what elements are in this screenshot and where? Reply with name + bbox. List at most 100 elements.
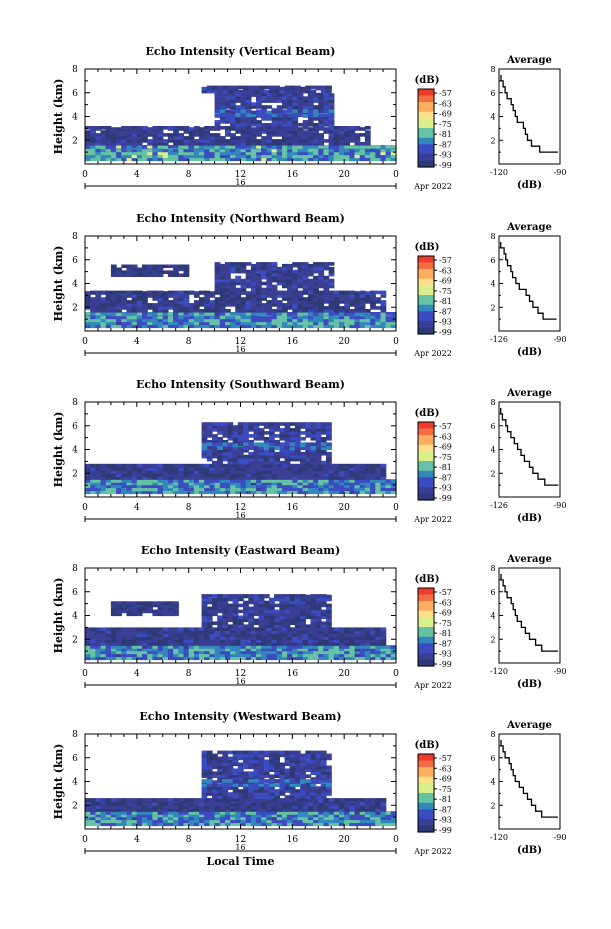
colorbar-swatch xyxy=(418,610,434,615)
heatmap-cell xyxy=(263,460,270,465)
heatmap-cell xyxy=(206,431,213,435)
heatmap-cell xyxy=(152,633,159,637)
heatmap-cell xyxy=(302,479,309,483)
heatmap-cell xyxy=(100,303,107,307)
heatmap-cell xyxy=(240,819,247,824)
y-tick-label: 8 xyxy=(72,65,78,75)
heatmap-cell xyxy=(142,476,148,480)
heatmap-cell xyxy=(193,481,200,486)
heatmap-cell xyxy=(292,822,299,827)
heatmap-cell xyxy=(219,145,226,149)
heatmap-cell xyxy=(282,92,288,97)
heatmap-cell xyxy=(219,300,226,304)
heatmap-cell xyxy=(222,624,229,628)
heatmap-cell xyxy=(302,627,309,631)
heatmap-cell xyxy=(105,647,112,652)
heatmap-cell xyxy=(292,275,299,280)
heatmap-cell xyxy=(292,487,299,492)
heatmap-cell xyxy=(173,136,179,140)
heatmap-cell xyxy=(326,431,332,435)
heatmap-cell xyxy=(222,615,229,620)
heatmap-cell xyxy=(142,487,148,492)
colorbar-swatch xyxy=(418,659,434,664)
heatmap-cell xyxy=(339,647,345,652)
heatmap-cell xyxy=(250,290,257,295)
heatmap-cell xyxy=(274,446,280,451)
heatmap-cell xyxy=(240,633,247,637)
heatmap-cell xyxy=(212,89,218,94)
heatmap-cell xyxy=(282,476,288,480)
heatmap-cell xyxy=(110,463,117,468)
heatmap-cell xyxy=(147,467,153,471)
heatmap-cell xyxy=(110,819,117,824)
heatmap-cell xyxy=(222,621,229,625)
heatmap-cell xyxy=(131,481,138,486)
heatmap-cell xyxy=(302,139,309,143)
heatmap-cell xyxy=(328,284,335,289)
heatmap-cell xyxy=(167,612,174,617)
heatmap-cell xyxy=(370,315,376,320)
heatmap-cell xyxy=(326,624,332,628)
heatmap-cell xyxy=(222,428,229,432)
heatmap-cell xyxy=(142,650,148,655)
heatmap-cell xyxy=(302,130,309,134)
heatmap-cell xyxy=(344,130,350,134)
heatmap-cell xyxy=(183,154,190,159)
heatmap-cell xyxy=(279,621,286,625)
heatmap-cell xyxy=(282,139,288,143)
heatmap-cell xyxy=(193,142,200,146)
heatmap-cell xyxy=(323,130,330,134)
heatmap-cell xyxy=(328,154,335,159)
heatmap-cell xyxy=(287,99,293,103)
heatmap-cell xyxy=(142,633,148,637)
heatmap-cell xyxy=(289,434,296,438)
heatmap-cell xyxy=(245,297,252,301)
heatmap-cell xyxy=(315,434,322,438)
heatmap-cell xyxy=(282,650,288,655)
heatmap-cell xyxy=(307,99,314,103)
heatmap-cell xyxy=(157,321,164,326)
heatmap-cell xyxy=(375,627,382,631)
heatmap-cell xyxy=(344,467,350,471)
heatmap-cell xyxy=(214,306,221,310)
heatmap-cell xyxy=(284,460,291,465)
heatmap-cell xyxy=(240,627,247,631)
heatmap-cell xyxy=(95,636,102,640)
heatmap-cell xyxy=(253,89,260,94)
heatmap-cell xyxy=(323,473,330,477)
heatmap-cell xyxy=(271,653,278,658)
heatmap-cell xyxy=(222,618,229,623)
heatmap-cell xyxy=(121,481,128,486)
heatmap-cell xyxy=(235,811,242,815)
heatmap-cell xyxy=(85,306,91,310)
heatmap-cell xyxy=(269,618,275,623)
heatmap-cell xyxy=(178,487,185,492)
heatmap-cell xyxy=(162,463,169,468)
heatmap-cell xyxy=(328,490,335,495)
heatmap-cell xyxy=(193,148,200,153)
heatmap-cell xyxy=(219,490,226,495)
heatmap-cell xyxy=(178,309,185,313)
heatmap-cell xyxy=(297,315,304,320)
heatmap-cell xyxy=(227,442,234,446)
colorbar-swatch xyxy=(418,630,434,635)
heatmap-cell xyxy=(305,609,312,614)
heatmap-cell xyxy=(354,490,361,495)
heatmap-cell xyxy=(274,428,280,432)
heatmap-cell xyxy=(142,603,148,608)
heatmap-cell xyxy=(204,297,210,301)
heatmap-cell xyxy=(204,145,210,149)
heatmap-cell xyxy=(271,157,278,162)
heatmap-cell xyxy=(375,476,382,480)
heatmap-cell xyxy=(269,85,275,90)
heatmap-cell xyxy=(292,148,299,153)
heatmap-cell xyxy=(230,269,236,274)
heatmap-cell xyxy=(302,309,309,313)
heatmap-cell xyxy=(95,133,102,137)
heatmap-cell xyxy=(310,85,317,90)
colorbar-swatch xyxy=(418,259,434,264)
heatmap-cell xyxy=(136,601,143,605)
heatmap-cell xyxy=(328,109,335,113)
heatmap-cell xyxy=(245,463,252,468)
heatmap-cell xyxy=(121,650,128,655)
